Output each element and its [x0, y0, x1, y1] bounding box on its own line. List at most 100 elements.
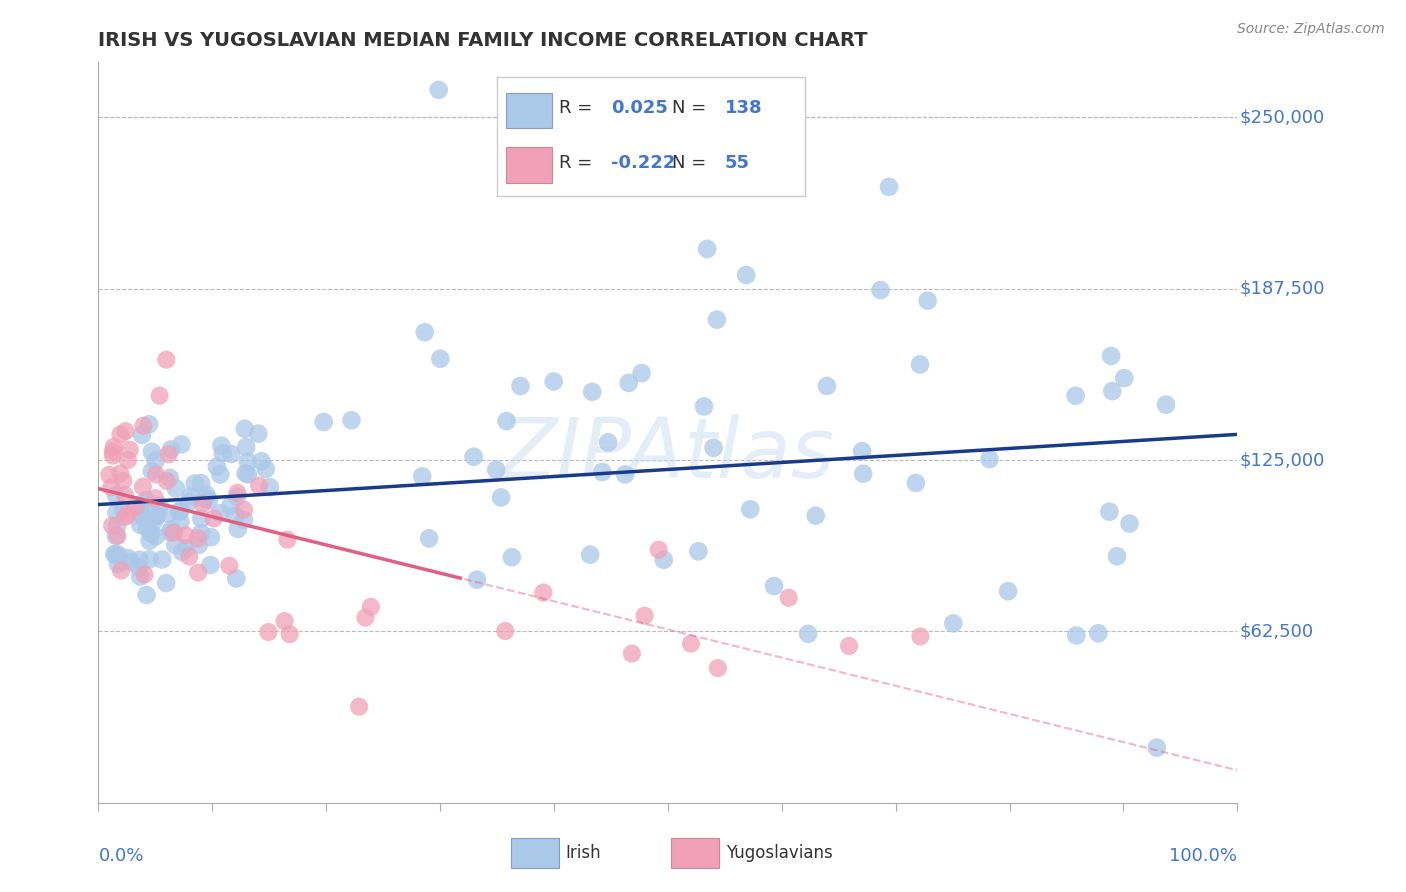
Point — [190, 512, 212, 526]
Point — [143, 514, 166, 528]
Point — [1099, 349, 1122, 363]
Point — [160, 442, 183, 457]
Point — [129, 503, 152, 517]
Point — [143, 491, 166, 505]
Point — [172, 545, 194, 559]
Point — [105, 519, 128, 533]
Point — [904, 475, 927, 490]
Point — [107, 558, 129, 572]
Point — [156, 474, 179, 488]
Point — [340, 413, 363, 427]
Point — [851, 444, 873, 458]
Point — [107, 529, 129, 543]
Text: 100.0%: 100.0% — [1170, 847, 1237, 865]
Point — [165, 482, 187, 496]
Point — [235, 467, 257, 481]
Point — [411, 469, 433, 483]
Point — [145, 529, 167, 543]
Point — [620, 647, 643, 661]
Point — [579, 548, 602, 562]
Point — [979, 452, 1001, 467]
Point — [225, 572, 247, 586]
Point — [205, 459, 228, 474]
Point — [191, 497, 214, 511]
Point — [110, 427, 132, 442]
Point — [209, 439, 232, 453]
Point — [224, 508, 246, 523]
Point — [187, 531, 209, 545]
Point — [118, 442, 141, 457]
Point — [226, 486, 249, 500]
Point — [157, 507, 180, 521]
Point — [485, 463, 508, 477]
Point — [202, 511, 225, 525]
Point — [132, 511, 155, 525]
Point — [134, 567, 156, 582]
Point — [104, 547, 127, 561]
Point — [1105, 549, 1128, 564]
Point — [614, 467, 637, 482]
Point — [131, 508, 153, 522]
Point — [908, 358, 931, 372]
Point — [877, 179, 900, 194]
Point — [145, 453, 167, 467]
Point — [145, 467, 167, 482]
Point — [101, 518, 124, 533]
Point — [494, 624, 516, 638]
Point — [128, 553, 150, 567]
Point — [735, 268, 758, 282]
Point — [131, 497, 153, 511]
Point — [198, 493, 221, 508]
Point — [581, 384, 603, 399]
Point — [112, 503, 135, 517]
Point — [1066, 628, 1088, 642]
Text: IRISH VS YUGOSLAVIAN MEDIAN FAMILY INCOME CORRELATION CHART: IRISH VS YUGOSLAVIAN MEDIAN FAMILY INCOM… — [98, 30, 868, 50]
Point — [463, 450, 485, 464]
Point — [1064, 389, 1087, 403]
Point — [917, 293, 939, 308]
Point — [852, 467, 875, 481]
Point — [250, 454, 273, 468]
Point — [129, 517, 152, 532]
Point — [942, 616, 965, 631]
Text: $187,500: $187,500 — [1240, 280, 1324, 298]
Point — [117, 551, 139, 566]
Point — [647, 542, 669, 557]
Point — [347, 699, 370, 714]
Point — [138, 552, 160, 566]
Point — [815, 379, 838, 393]
Point — [135, 588, 157, 602]
Text: $125,000: $125,000 — [1240, 451, 1324, 469]
Y-axis label: Median Family Income: Median Family Income — [0, 340, 8, 525]
Point — [104, 529, 127, 543]
Point — [117, 453, 139, 467]
Point — [159, 525, 181, 540]
Point — [259, 480, 281, 494]
Point — [1154, 398, 1177, 412]
Point — [233, 513, 256, 527]
Point — [132, 418, 155, 433]
Point — [163, 525, 186, 540]
Point — [114, 509, 136, 524]
Point — [688, 544, 710, 558]
Point — [200, 558, 222, 572]
Point — [219, 447, 242, 461]
Point — [209, 467, 232, 482]
Point — [706, 312, 728, 326]
Point — [155, 352, 177, 367]
Point — [103, 440, 125, 454]
Text: 0.0%: 0.0% — [98, 847, 143, 865]
Point — [247, 478, 270, 492]
Point — [696, 242, 718, 256]
Point — [707, 661, 730, 675]
Point — [278, 627, 301, 641]
Text: $62,500: $62,500 — [1240, 623, 1313, 640]
Point — [257, 625, 280, 640]
Point — [465, 573, 488, 587]
Point — [100, 480, 122, 494]
Point — [495, 414, 517, 428]
Point — [360, 599, 382, 614]
Point — [155, 576, 177, 591]
Point — [489, 491, 512, 505]
Point — [107, 548, 129, 562]
